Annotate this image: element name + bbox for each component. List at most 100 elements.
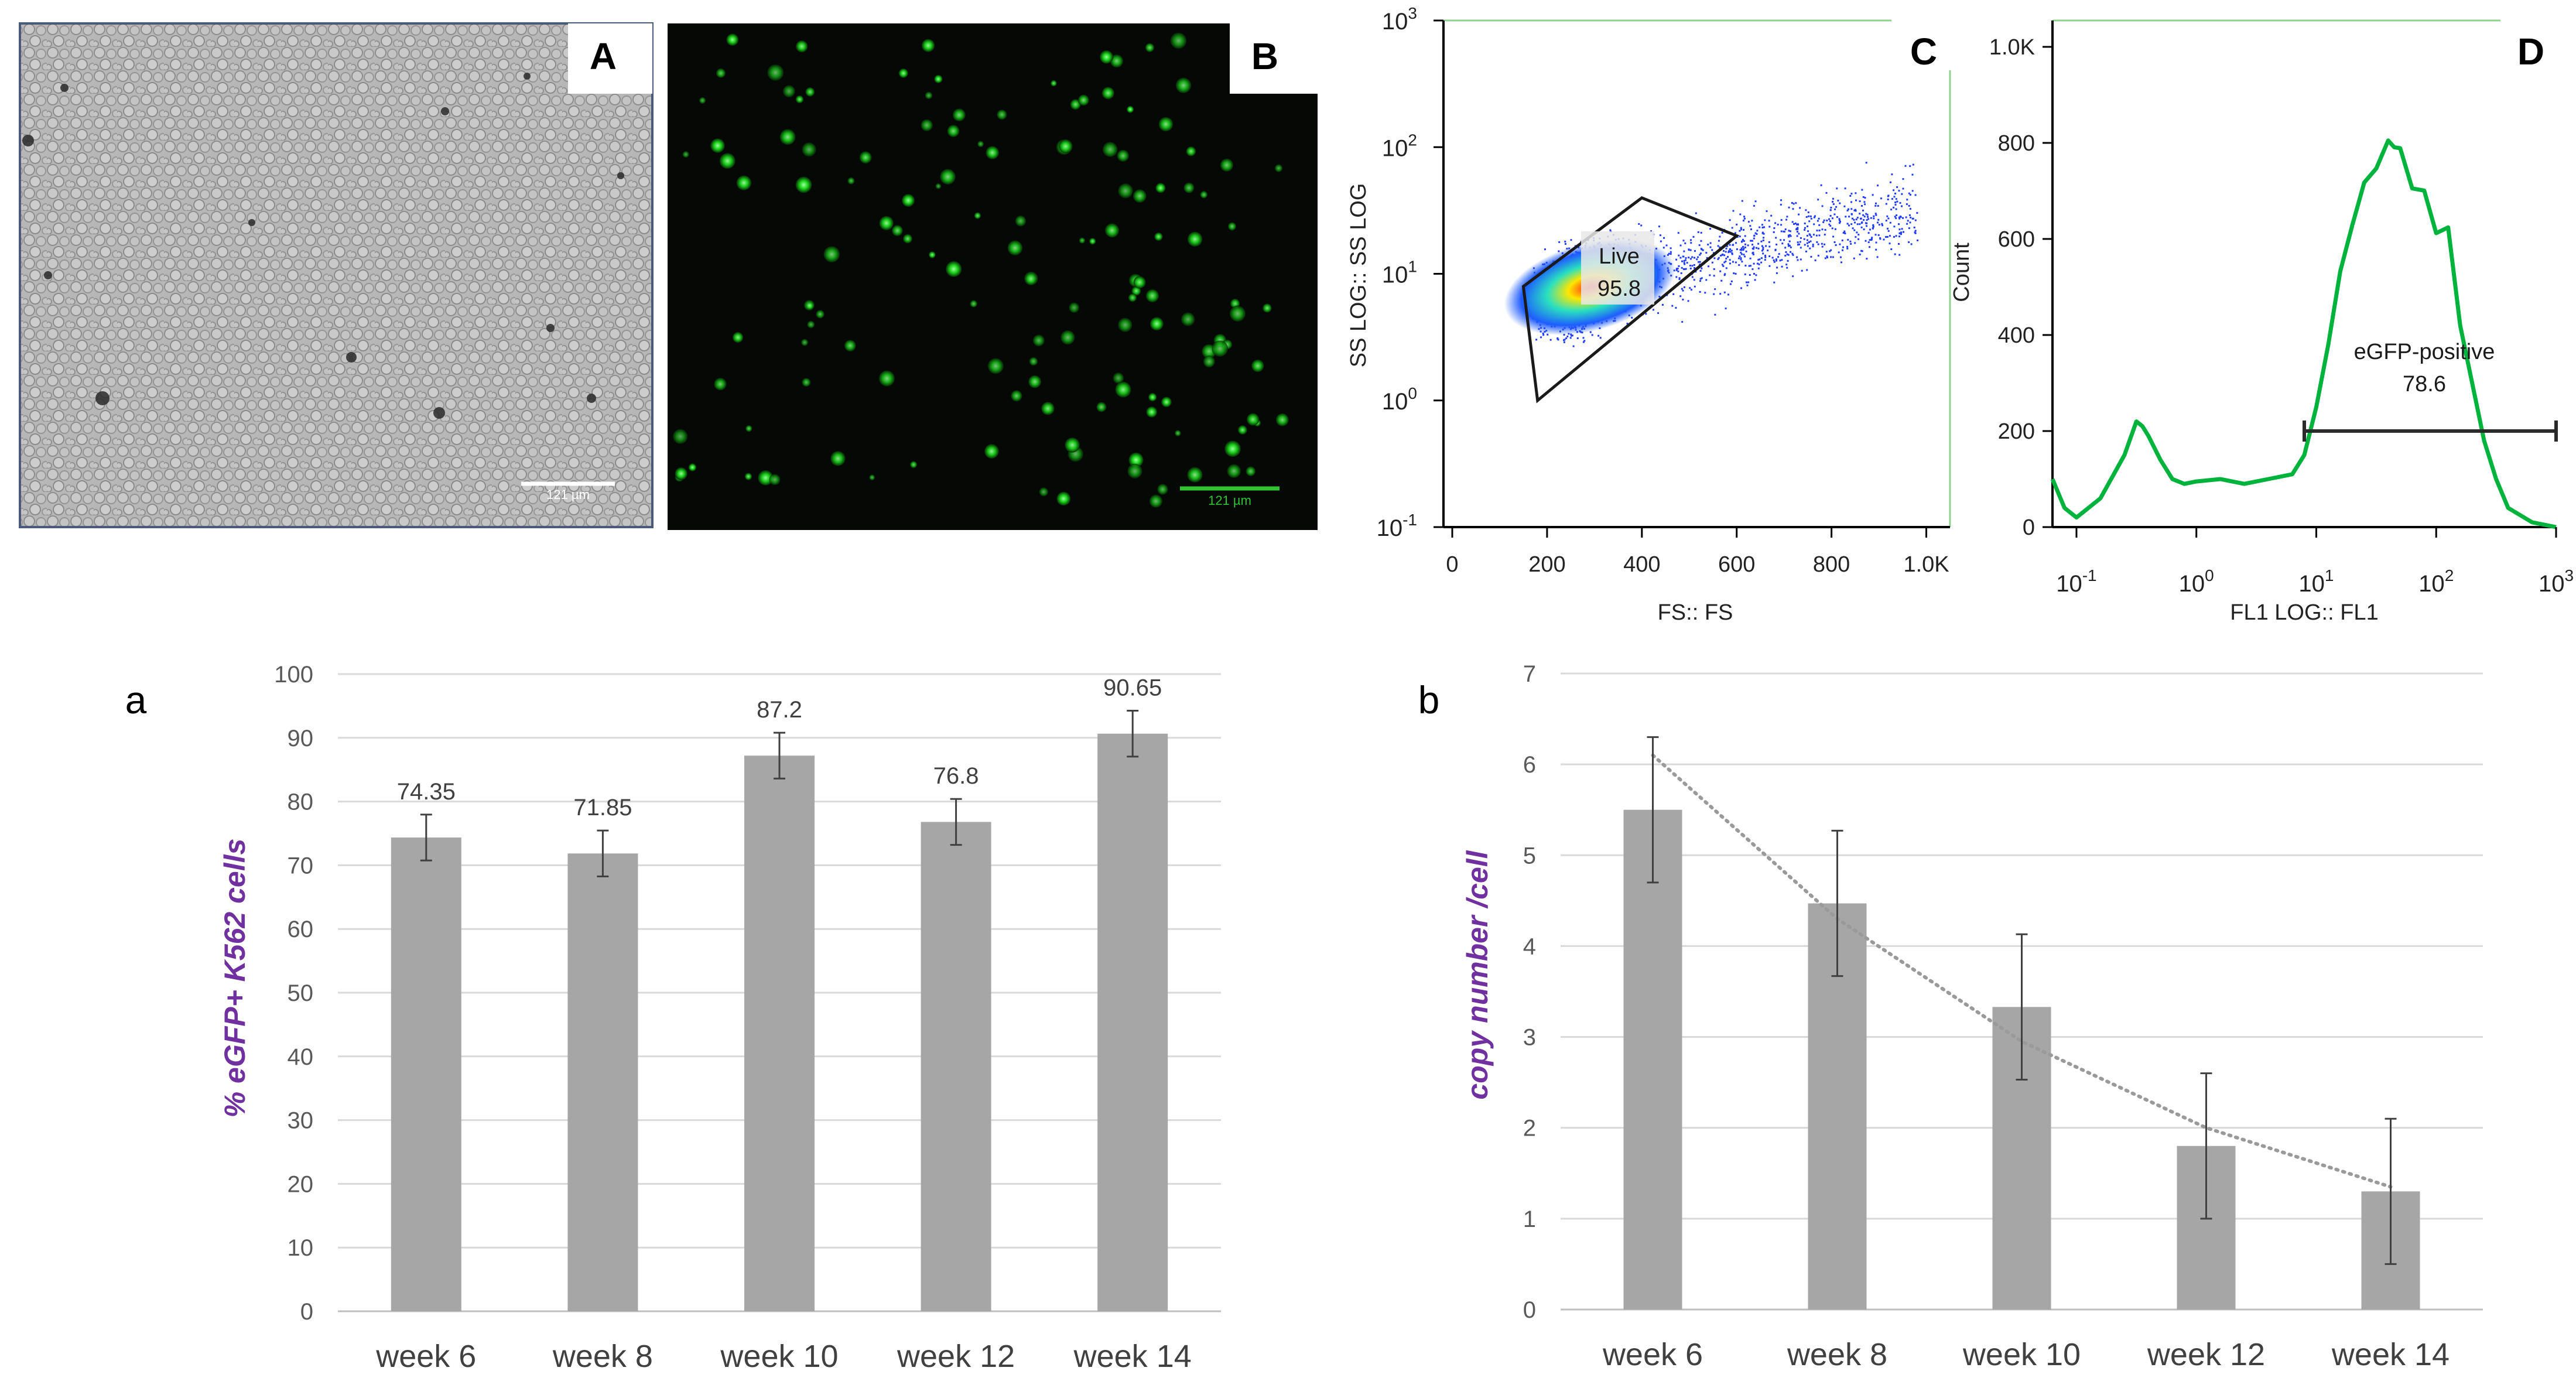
scatter-point [1699,270,1702,272]
green-cell [1150,317,1164,331]
scatter-point [1783,231,1785,233]
y-tick-label: 80 [288,789,314,815]
green-cell [802,378,811,387]
scatter-point [1859,213,1861,215]
scatter-point [1730,281,1733,282]
scatter-point [1849,240,1852,242]
scatter-point [1700,240,1702,242]
scatter-point [1874,213,1877,215]
green-cell [1237,425,1247,435]
scatter-point [1863,216,1866,218]
scatter-point [1759,226,1761,228]
scatter-point [1765,245,1767,247]
scatter-point [1780,219,1783,221]
x-tick-label-C: 1.0K [1903,552,1949,577]
scatter-point [1877,205,1879,207]
scatter-point [1838,251,1840,254]
scatter-point [1753,262,1755,265]
scatter-point [1740,258,1742,261]
green-cell [974,212,981,220]
scatter-point [1565,337,1568,340]
scatter-point [1679,257,1682,259]
scatter-point [1701,267,1703,269]
scatter-point [1744,235,1746,237]
scatter-point [1686,262,1688,264]
green-cells [672,32,1289,508]
bar [391,837,461,1311]
green-cell [986,146,999,159]
scatter-point [1729,244,1731,246]
green-cell [1079,237,1086,244]
scatter-point [1681,288,1683,290]
scatter-point [1907,220,1909,222]
scatter-point [1902,187,1904,190]
scatter-point [1790,246,1792,248]
scatter-point [1850,201,1852,203]
green-cell [682,151,689,158]
scatter-point [1810,236,1812,238]
scatter-point [1740,249,1743,251]
scatter-point [1890,181,1891,183]
scatter-point [1743,248,1745,250]
scatter-point [1908,204,1910,207]
scatter-point [1739,230,1741,232]
scatter-point [1816,220,1819,222]
panel-b: b week 6 week 8 week 10 week 12 week 14 0 1 2 3… [1418,661,2483,1372]
x-tick-label: week 14 [2331,1337,2450,1372]
scatter-point [1898,217,1901,220]
green-cell [1117,149,1130,162]
scatter-point [1753,237,1755,240]
scatter-point [1762,252,1764,255]
scatter-point [1801,269,1803,272]
scatter-point [1675,269,1678,271]
scatter-point [1860,226,1863,228]
x-ticks-C: 0 200 400 600 800 1.0K [1446,527,1949,577]
scatter-point [1645,313,1647,315]
scatter-point [1826,255,1828,258]
scatter-point [1582,337,1585,339]
scatter-point [1761,224,1763,226]
green-cell [805,87,815,97]
scatter-point [1899,216,1901,218]
histogram-line [2050,138,2557,529]
value-label: 87.2 [757,697,802,723]
scatter-point [1806,269,1808,271]
scatter-point [1898,232,1901,234]
scatter-point [1849,195,1852,197]
green-cell [1065,437,1080,453]
scatter-point [1777,223,1779,225]
scatter-point [1731,227,1733,229]
scatter-point [1898,223,1900,225]
scatter-point [1696,256,1699,258]
scatter-point [1860,217,1862,220]
scatter-point [1850,213,1853,215]
scatter-point [1813,223,1815,225]
green-cell [1246,466,1256,477]
y-tick-label: 0 [1523,1297,1536,1323]
scatter-point [1836,187,1838,190]
scatter-point [1599,337,1602,339]
scatter-point [1809,247,1811,249]
scatter-point [1761,231,1764,234]
scatter-point [1787,254,1790,256]
scatter-point [1768,220,1770,222]
scatter-point [1756,247,1757,249]
panel-A: A 121 µm [19,22,654,528]
scatter-point [1697,231,1699,233]
scatter-point [1583,340,1586,342]
scatter-point [1886,215,1889,217]
scatter-point [1682,240,1685,242]
x-tick-label: week 6 [1602,1337,1703,1372]
scatter-point [1818,224,1821,226]
scatter-point [1566,336,1569,337]
green-cell [716,68,726,78]
green-cell [736,175,752,190]
scatter-point [1896,200,1898,203]
scatter-point [1563,341,1565,343]
scatter-point [1841,240,1843,242]
scatter-point [1788,235,1790,238]
scatter-point [1683,250,1685,252]
scatter-point [1764,259,1766,261]
scatter-point [1894,204,1897,206]
scatter-point [1762,247,1764,249]
